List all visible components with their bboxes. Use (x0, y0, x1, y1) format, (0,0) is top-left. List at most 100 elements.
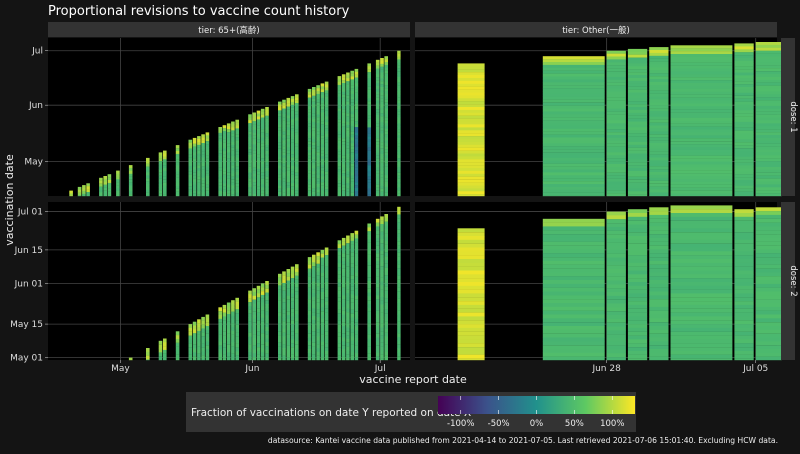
heat-cell (337, 282, 342, 287)
heat-cell (375, 314, 380, 319)
heat-cell (350, 181, 354, 185)
legend-tick-label: -50% (488, 419, 510, 429)
heat-cell (312, 273, 316, 278)
heat-cell (316, 105, 320, 109)
facet-strip-row-label: dose: 1 (788, 101, 798, 132)
heat-cell (201, 332, 205, 337)
heat-cell (367, 159, 371, 163)
heat-cell (231, 330, 235, 335)
heat-cell (205, 187, 210, 191)
heat-cell (397, 348, 401, 353)
legend-tick-label: -100% (447, 419, 474, 429)
heat-cell (542, 169, 605, 173)
heat-cell (260, 158, 265, 162)
heat-cell (755, 100, 782, 104)
heat-cell (397, 120, 401, 124)
heat-cell (397, 74, 401, 78)
heat-cell (290, 174, 295, 178)
heat-cell (197, 156, 201, 160)
heat-cell (307, 120, 312, 124)
heat-cell (231, 124, 235, 128)
heat-cell (295, 140, 299, 144)
heat-cell (755, 326, 782, 330)
heat-cell (256, 148, 261, 152)
heat-cell (670, 320, 733, 325)
heat-cell (107, 191, 112, 195)
heat-cell (290, 116, 295, 120)
heat-cell (316, 298, 320, 303)
heat-cell (384, 73, 388, 77)
heat-cell (312, 151, 316, 155)
heat-cell (188, 180, 193, 184)
heat-cell (337, 154, 342, 158)
heat-cell (397, 146, 401, 150)
heat-cell (290, 96, 295, 100)
heat-cell (606, 135, 626, 139)
heat-cell (627, 188, 648, 192)
heat-cell (350, 248, 354, 253)
heat-cell (320, 156, 325, 160)
heat-cell (375, 170, 380, 174)
heat-cell (286, 135, 291, 139)
heat-cell (350, 120, 354, 124)
heat-cell (350, 125, 354, 129)
heat-cell (346, 168, 350, 172)
heat-cell (649, 264, 669, 269)
heat-cell (542, 181, 605, 185)
heat-cell (316, 131, 320, 135)
heat-cell (734, 127, 754, 131)
heat-cell (346, 130, 350, 134)
heat-cell (457, 168, 485, 172)
heat-cell (218, 349, 222, 354)
heat-cell (384, 229, 388, 234)
heat-cell (354, 97, 359, 101)
heat-cell (755, 318, 782, 323)
heat-cell (649, 131, 669, 135)
heat-cell (350, 146, 354, 150)
heat-cell (278, 338, 282, 343)
heat-cell (755, 322, 782, 327)
heat-cell (295, 264, 299, 269)
heat-cell (282, 169, 286, 173)
heat-cell (337, 102, 342, 106)
heat-cell (286, 311, 291, 316)
heat-cell (192, 321, 197, 326)
heat-cell (192, 337, 197, 341)
heat-cell (606, 68, 626, 72)
heat-cell (354, 129, 359, 133)
heat-cell (295, 155, 299, 159)
heat-cell (316, 172, 320, 176)
heat-cell (337, 180, 342, 184)
heat-cell (222, 343, 227, 348)
heat-cell (201, 186, 205, 190)
heat-cell (312, 300, 316, 305)
heat-cell (606, 242, 626, 247)
heat-cell (337, 119, 342, 123)
heat-cell (606, 338, 626, 342)
heat-cell (146, 181, 150, 185)
heat-cell (542, 82, 605, 86)
heat-cell (256, 157, 261, 161)
heat-cell (380, 145, 384, 149)
heat-cell (606, 292, 626, 296)
heat-cell (397, 279, 401, 284)
heat-cell (146, 192, 150, 196)
heat-cell (457, 308, 485, 313)
heat-cell (222, 160, 227, 164)
heat-cell (231, 141, 235, 145)
heat-cell (226, 337, 231, 341)
heat-cell (367, 235, 371, 239)
heat-cell (606, 226, 626, 231)
heat-cell (346, 239, 350, 244)
heat-cell (248, 348, 252, 352)
heat-cell (235, 148, 239, 152)
heat-cell (231, 191, 235, 195)
heat-cell (197, 191, 201, 195)
heat-cell (380, 151, 384, 155)
heat-cell (397, 214, 401, 219)
heat-cell (542, 166, 605, 170)
heat-cell (222, 308, 227, 313)
heat-cell (670, 68, 733, 72)
heat-cell (290, 139, 295, 143)
heat-cell (346, 277, 350, 282)
